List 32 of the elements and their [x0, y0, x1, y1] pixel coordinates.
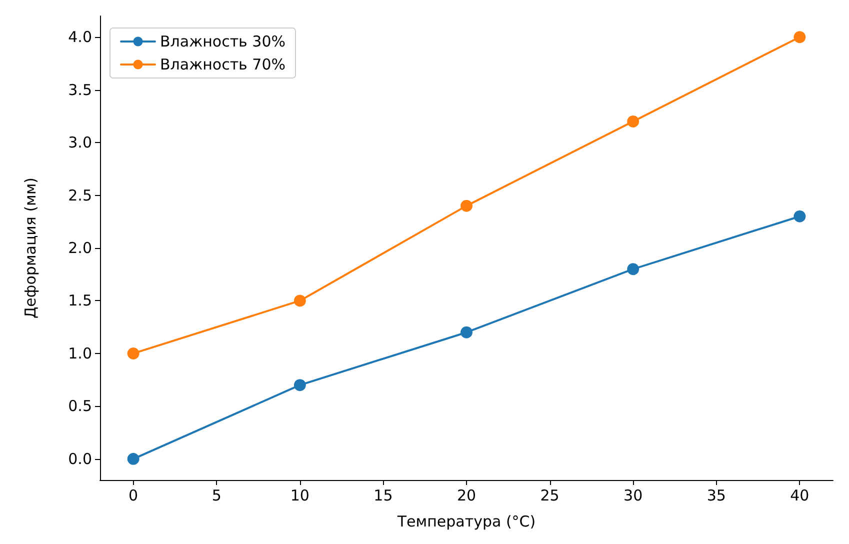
x-tick-label: 40 — [790, 486, 810, 504]
legend-label: Влажность 70% — [160, 56, 286, 74]
y-tick-label: 2.5 — [68, 186, 92, 204]
point — [127, 347, 140, 360]
point — [294, 379, 306, 392]
x-tick-label: 20 — [456, 486, 476, 504]
point — [460, 200, 472, 212]
point — [294, 294, 306, 307]
legend-label: Влажность 30% — [160, 32, 286, 50]
point — [127, 452, 140, 465]
y-tick-label: 1.5 — [68, 292, 92, 310]
point — [794, 31, 806, 44]
x-tick-label: 30 — [624, 486, 643, 504]
x-tick-label: 15 — [374, 486, 393, 504]
y-tick-label: 2.0 — [68, 239, 92, 257]
point — [627, 263, 640, 276]
x-tick-label: 25 — [540, 486, 560, 504]
y-tick-label: 3.0 — [68, 134, 92, 152]
point — [627, 115, 640, 128]
y-tick-label: 3.5 — [68, 80, 92, 99]
x-tick-label: 35 — [706, 486, 726, 504]
x-axis-title: Температура (°C) — [396, 512, 536, 530]
x-tick-label: 0 — [128, 486, 138, 504]
y-tick-label: 4.0 — [68, 28, 92, 46]
y-tick-label: 0.0 — [68, 450, 92, 468]
x-tick-label: 5 — [212, 486, 222, 504]
point — [460, 326, 472, 338]
y-axis-title: Деформация (мм) — [22, 177, 40, 319]
y-tick-label: 1.0 — [68, 344, 92, 362]
y-tick-label: 0.5 — [68, 397, 92, 416]
x-tick-label: 10 — [290, 486, 310, 504]
point — [794, 210, 806, 222]
